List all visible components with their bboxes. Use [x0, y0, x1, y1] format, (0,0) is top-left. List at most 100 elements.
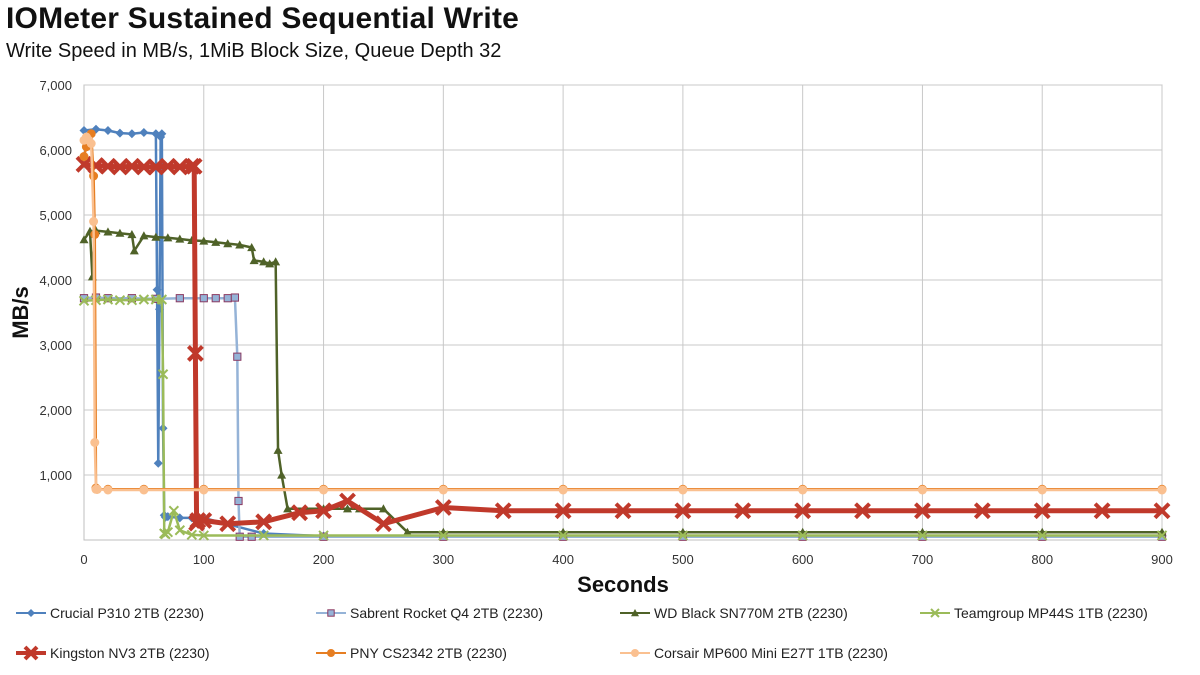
data-point-marker	[277, 470, 287, 479]
data-point-marker	[247, 243, 257, 252]
data-point-marker	[1093, 502, 1111, 520]
data-point-marker	[102, 294, 114, 305]
legend-swatch	[316, 649, 346, 657]
data-point-marker	[1037, 485, 1047, 495]
data-point-marker	[92, 484, 102, 494]
data-point-marker	[127, 129, 137, 139]
legend-item: Sabrent Rocket Q4 2TB (2230)	[314, 604, 543, 622]
y-axis-title: MB/s	[8, 286, 33, 339]
data-point-marker	[114, 294, 126, 306]
y-tick-label: 6,000	[39, 143, 72, 158]
legend-item: Teamgroup MP44S 1TB (2230)	[918, 604, 1148, 622]
data-point-marker	[235, 240, 245, 249]
data-point-marker	[327, 609, 335, 617]
data-point-marker	[235, 532, 244, 541]
data-point-marker	[27, 609, 35, 617]
x-tick-label: 800	[1031, 552, 1053, 567]
data-point-marker	[914, 502, 931, 520]
data-point-marker	[168, 505, 180, 516]
series-line	[83, 161, 1162, 527]
legend-item: PNY CS2342 2TB (2230)	[314, 644, 507, 662]
data-point-marker	[258, 530, 269, 541]
data-point-marker	[151, 232, 161, 241]
legend-label: Crucial P310 2TB (2230)	[50, 605, 205, 621]
data-point-marker	[152, 285, 162, 295]
data-point-marker	[157, 129, 167, 139]
y-tick-label: 3,000	[39, 338, 72, 353]
series	[79, 129, 1167, 494]
data-point-marker	[230, 293, 240, 302]
chart-title: IOMeter Sustained Sequential Write	[6, 2, 520, 35]
x-axis-title: Seconds	[577, 572, 669, 597]
data-point-marker	[115, 128, 125, 138]
legend-item: Corsair MP600 Mini E27T 1TB (2230)	[618, 644, 888, 662]
x-tick-label: 0	[80, 552, 87, 567]
data-point-marker	[78, 295, 90, 307]
x-tick-label: 100	[193, 552, 215, 567]
data-point-marker	[199, 236, 209, 245]
chart-legend: Crucial P310 2TB (2230) Sabrent Rocket Q4…	[14, 604, 1194, 670]
series-layer	[75, 124, 1171, 541]
data-point-marker	[677, 530, 689, 541]
data-point-marker	[198, 530, 209, 541]
data-point-marker	[157, 369, 169, 380]
data-point-marker	[186, 345, 204, 362]
data-point-marker	[797, 530, 808, 541]
series-line	[82, 132, 1162, 491]
y-tick-label: 1,000	[39, 468, 72, 483]
data-point-marker	[103, 126, 113, 135]
data-point-marker	[234, 496, 243, 506]
data-point-marker	[917, 530, 928, 541]
data-point-marker	[554, 502, 572, 520]
grid-lines	[83, 84, 1163, 541]
data-point-marker	[90, 438, 100, 447]
data-point-marker	[163, 233, 173, 242]
data-point-marker	[175, 234, 185, 243]
data-point-marker	[103, 227, 113, 236]
y-tick-label: 4,000	[39, 273, 72, 288]
data-point-marker	[223, 294, 232, 303]
series-line	[83, 298, 1162, 537]
data-point-marker	[162, 526, 174, 538]
data-point-marker	[378, 504, 388, 513]
data-point-marker	[794, 502, 812, 520]
x-tick-label: 300	[432, 552, 454, 567]
legend-swatch	[316, 609, 346, 617]
data-point-marker	[189, 512, 207, 529]
axes: 1,000 2,000 3,000 4,000 5,000 6,000 7,000 0 100 2…	[8, 78, 1173, 597]
data-point-marker	[854, 502, 871, 520]
chart-plot-area: 1,000 2,000 3,000 4,000 5,000 6,000 7,000 0 100 2…	[8, 78, 1173, 597]
data-point-marker	[185, 157, 203, 175]
data-point-marker	[249, 256, 259, 265]
data-point-marker	[139, 127, 149, 137]
legend-swatch	[620, 609, 650, 617]
data-point-marker	[186, 529, 198, 541]
plot-border	[83, 84, 1163, 541]
data-point-marker	[79, 152, 89, 161]
data-point-marker	[631, 609, 639, 617]
data-point-marker	[259, 257, 269, 266]
data-point-marker	[631, 649, 639, 657]
series-line	[83, 296, 1162, 538]
legend-label: Corsair MP600 Mini E27T 1TB (2230)	[654, 645, 888, 661]
data-point-marker	[438, 485, 448, 495]
legend-label: WD Black SN770M 2TB (2230)	[654, 605, 848, 621]
legend-swatch	[16, 609, 46, 617]
data-point-marker	[211, 237, 221, 246]
x-tick-label: 600	[792, 552, 814, 567]
data-point-marker	[283, 504, 293, 513]
series	[79, 293, 1167, 541]
data-point-marker	[89, 217, 99, 226]
series	[79, 124, 1167, 541]
data-point-marker	[339, 492, 356, 510]
data-point-marker	[199, 294, 208, 303]
data-point-marker	[614, 502, 632, 520]
data-point-marker	[139, 231, 149, 240]
data-point-marker	[319, 485, 329, 495]
data-point-marker	[315, 502, 332, 520]
data-point-marker	[115, 228, 125, 237]
data-point-marker	[271, 257, 281, 266]
x-tick-label: 700	[912, 552, 934, 567]
data-point-marker	[798, 485, 808, 495]
data-point-marker	[438, 530, 449, 541]
